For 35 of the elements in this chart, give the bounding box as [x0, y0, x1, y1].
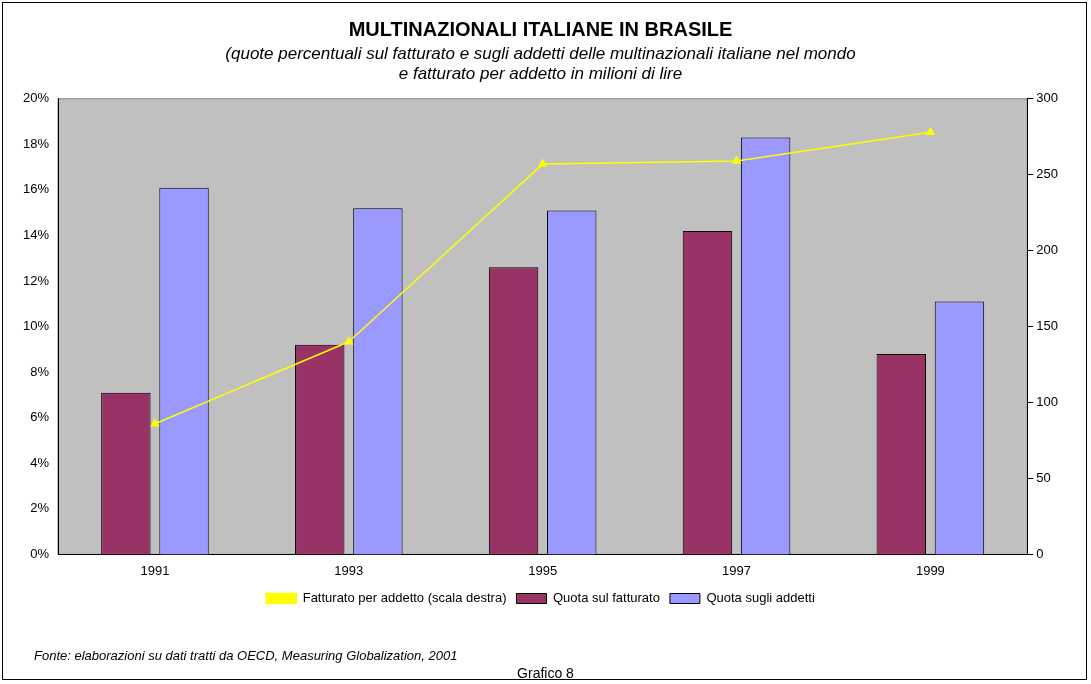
y-tick-label: 18% [22, 135, 50, 151]
point [538, 159, 547, 167]
y-tick-label: 6% [30, 409, 50, 425]
y-tick-label: 12% [22, 272, 50, 288]
x-tick-label: 1991 [140, 562, 170, 578]
y2-tick-label: 0 [1036, 545, 1044, 561]
point [732, 156, 741, 164]
point [344, 337, 354, 345]
x-tick-label: 1997 [722, 562, 751, 578]
y2-tick-label: 100 [1036, 394, 1059, 410]
x-tick-label: 1993 [334, 562, 364, 578]
x-tick-label: 1995 [528, 562, 558, 578]
y2-tick-label: 50 [1036, 470, 1051, 486]
y-tick-label: 4% [30, 454, 50, 470]
y-tick-label: 10% [22, 318, 50, 334]
y2-tick-label: 250 [1036, 166, 1059, 182]
text: Grafico 8 [516, 665, 575, 681]
y-tick-label: 2% [30, 500, 50, 516]
y-tick-label: 16% [22, 181, 50, 197]
chart-title: MULTINAZIONALI ITALIANE IN BRASILE [348, 17, 733, 40]
y-tick-label: 8% [30, 363, 50, 379]
legend-label: Quota sugli addetti [706, 590, 815, 606]
y-tick-label: 14% [22, 227, 50, 243]
legend-label: Quota sul fatturato [552, 590, 660, 606]
y2-tick-label: 200 [1036, 242, 1059, 258]
source-note: Fonte: elaborazioni su dati tratti da OECD, Measuring Globalization, 2001 [34, 648, 458, 663]
point [926, 127, 935, 135]
legend-label: Fatturato per addetto (scala destra) [302, 590, 507, 606]
x-tick-label: 1999 [915, 562, 945, 578]
y2-tick-label: 150 [1036, 318, 1059, 334]
chart-subtitle: (quote percentuali sul fatturato e sugli addetti delle multinazionali italiane nel mondo e fatturato per addetto in milioni di lire [225, 43, 856, 84]
y-tick-label: 0% [30, 545, 50, 561]
y2-tick-label: 300 [1036, 90, 1059, 106]
y-tick-label: 20% [22, 90, 50, 106]
point [150, 419, 160, 427]
